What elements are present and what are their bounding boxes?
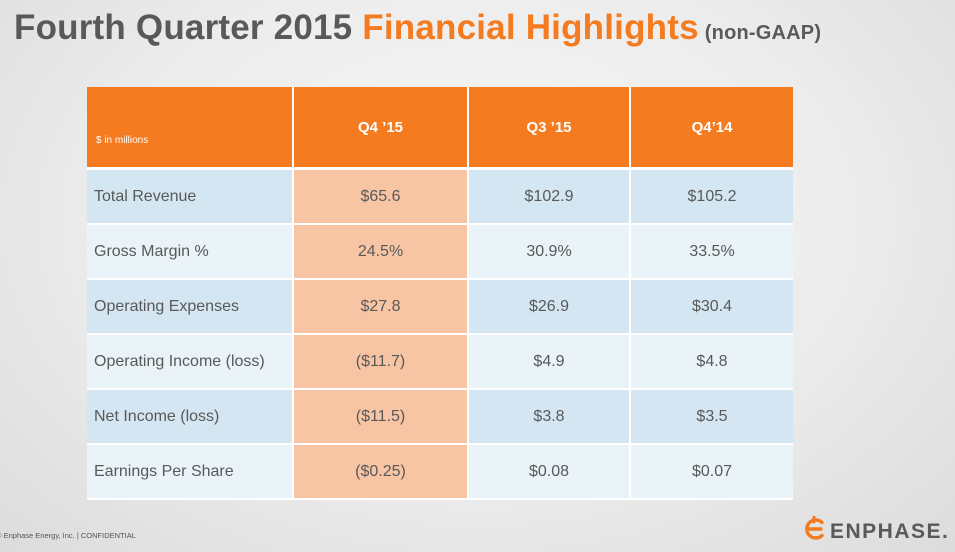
cell-q3-15: $102.9 bbox=[468, 168, 631, 225]
title-part-3: (non-GAAP) bbox=[704, 22, 822, 44]
cell-q3-15: $0.08 bbox=[468, 444, 631, 500]
cell-q3-15: 30.9% bbox=[468, 224, 631, 280]
row-label: Total Revenue bbox=[87, 168, 294, 225]
cell-q4-15: ($0.25) bbox=[293, 444, 469, 500]
cell-q4-15: ($11.5) bbox=[293, 389, 469, 445]
cell-q3-15: $3.8 bbox=[468, 389, 631, 445]
table-row: Earnings Per Share ($0.25) $0.08 $0.07 bbox=[87, 444, 793, 500]
table-row: Total Revenue $65.6 $102.9 $105.2 bbox=[87, 168, 793, 225]
column-header-q4-14: Q4’14 bbox=[630, 87, 793, 170]
cell-q4-15: 24.5% bbox=[293, 224, 469, 280]
copyright-footer: © Enphase Energy, Inc. | CONFIDENTIAL bbox=[0, 531, 136, 540]
table-row: Net Income (loss) ($11.5) $3.8 $3.5 bbox=[87, 389, 793, 445]
cell-q4-14: $0.07 bbox=[630, 444, 793, 500]
column-header-q3-15: Q3 ’15 bbox=[468, 87, 631, 170]
cell-q3-15: $4.9 bbox=[468, 334, 631, 390]
enphase-logo: ENPHASE. bbox=[802, 515, 950, 547]
cell-q3-15: $26.9 bbox=[468, 279, 631, 335]
cell-q4-14: $3.5 bbox=[630, 389, 793, 445]
row-label: Net Income (loss) bbox=[87, 389, 294, 445]
enphase-logo-icon bbox=[802, 515, 826, 547]
cell-q4-15: $65.6 bbox=[293, 168, 469, 225]
row-label: Gross Margin % bbox=[87, 224, 294, 280]
table-row: Gross Margin % 24.5% 30.9% 33.5% bbox=[87, 224, 793, 280]
table-header-row: $ in millions Q4 ’15 Q3 ’15 Q4’14 bbox=[87, 87, 793, 170]
cell-q4-15: $27.8 bbox=[293, 279, 469, 335]
title-part-2: Financial Highlights bbox=[362, 8, 699, 47]
title-part-1: Fourth Quarter 2015 bbox=[14, 8, 363, 47]
cell-q4-14: $105.2 bbox=[630, 168, 793, 225]
cell-q4-14: $4.8 bbox=[630, 334, 793, 390]
units-label: $ in millions bbox=[87, 87, 294, 170]
enphase-logo-text: ENPHASE. bbox=[830, 519, 950, 543]
cell-q4-15: ($11.7) bbox=[293, 334, 469, 390]
cell-q4-14: 33.5% bbox=[630, 224, 793, 280]
row-label: Operating Income (loss) bbox=[87, 334, 294, 390]
cell-q4-14: $30.4 bbox=[630, 279, 793, 335]
financial-highlights-table: $ in millions Q4 ’15 Q3 ’15 Q4’14 Total … bbox=[87, 87, 793, 500]
table-row: Operating Income (loss) ($11.7) $4.9 $4.… bbox=[87, 334, 793, 390]
table-row: Operating Expenses $27.8 $26.9 $30.4 bbox=[87, 279, 793, 335]
row-label: Earnings Per Share bbox=[87, 444, 294, 500]
column-header-q4-15: Q4 ’15 bbox=[293, 87, 469, 170]
row-label: Operating Expenses bbox=[87, 279, 294, 335]
page-title: Fourth Quarter 2015 Financial Highlights… bbox=[14, 8, 821, 48]
